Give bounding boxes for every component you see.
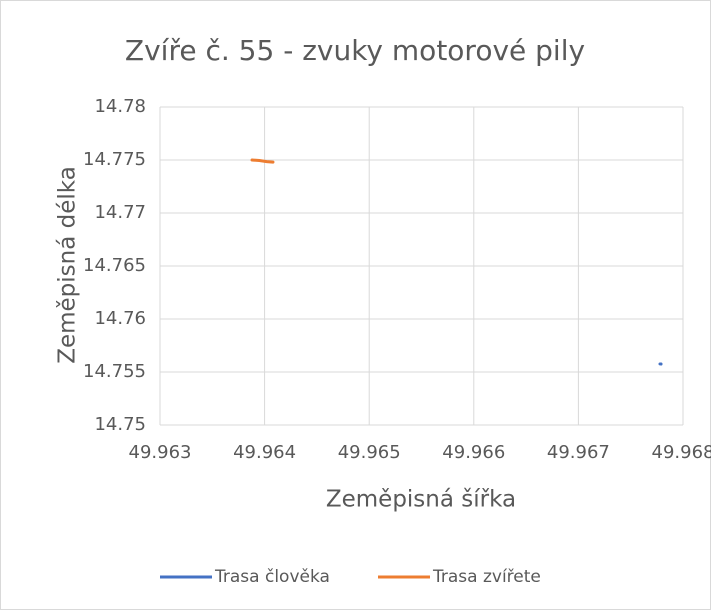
x-tick-label: 49.963	[129, 442, 192, 463]
chart-title: Zvíře č. 55 - zvuky motorové pily	[125, 34, 585, 67]
legend-label: Trasa člověka	[214, 567, 330, 587]
y-tick-label: 14.765	[83, 255, 146, 276]
y-tick-label: 14.77	[94, 202, 146, 223]
x-tick-label: 49.964	[233, 442, 296, 463]
y-tick-label: 14.755	[83, 361, 146, 382]
legend-label: Trasa zvířete	[432, 567, 541, 587]
x-tick-label: 49.968	[652, 442, 711, 463]
y-tick-label: 14.75	[94, 414, 146, 435]
x-axis-label: Zeměpisná šířka	[326, 487, 516, 513]
x-tick-label: 49.966	[442, 442, 505, 463]
x-tick-label: 49.967	[547, 442, 610, 463]
y-axis-label: Zeměpisná délka	[55, 166, 81, 364]
series-line	[250, 158, 275, 164]
y-tick-label: 14.76	[94, 308, 146, 329]
x-tick-label: 49.965	[338, 442, 401, 463]
y-tick-label: 14.78	[94, 96, 146, 117]
y-tick-label: 14.775	[83, 149, 146, 170]
